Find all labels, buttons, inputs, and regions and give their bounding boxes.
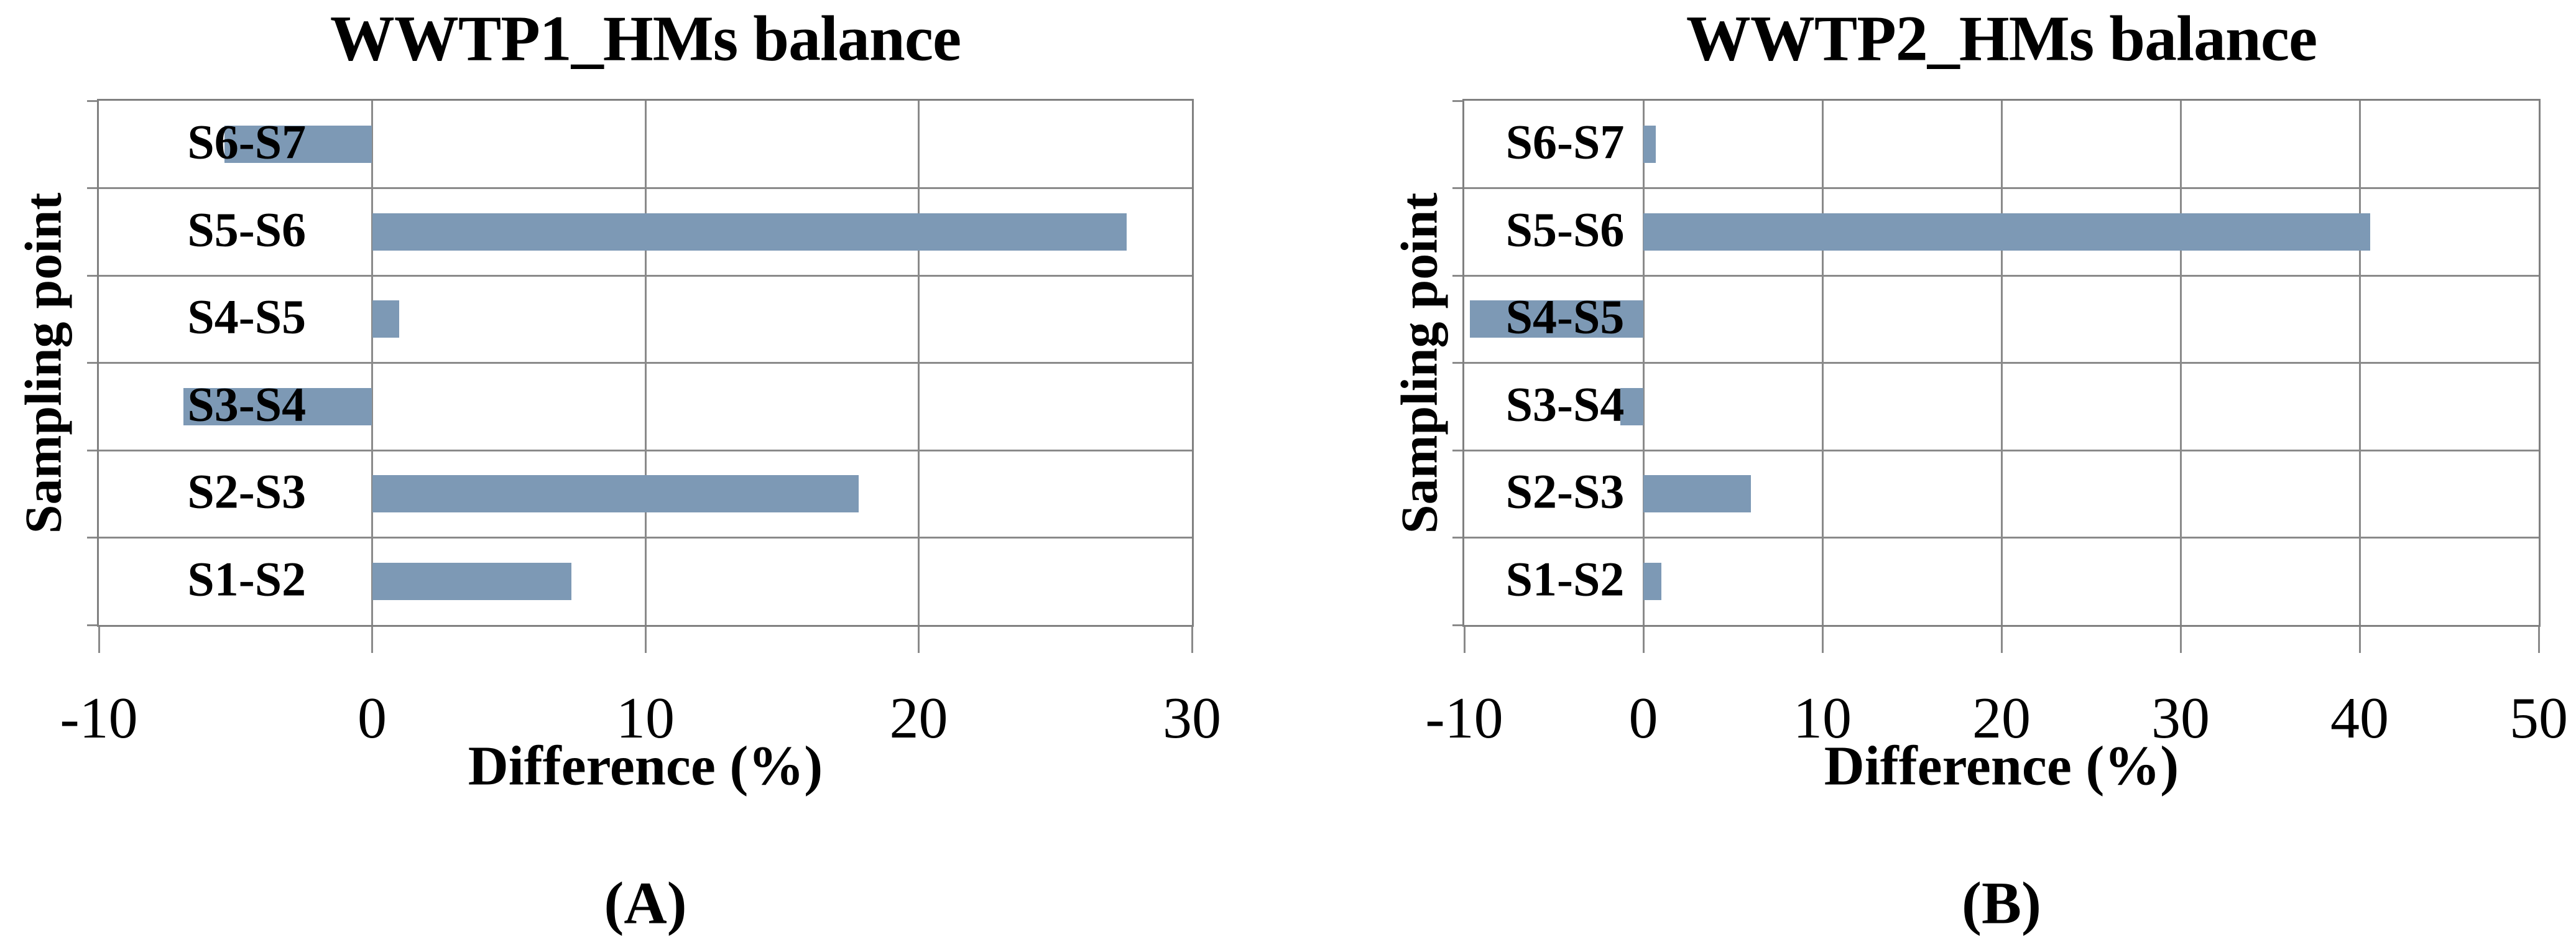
category-axis-tick — [87, 187, 97, 189]
bar-s6-s7 — [224, 126, 372, 164]
category-label: S2-S3 — [1505, 464, 1625, 519]
x-axis-tick — [2179, 627, 2182, 653]
y-axis-title: Sampling point — [14, 192, 73, 534]
x-tick-label: -10 — [1425, 686, 1503, 751]
x-axis-tick — [1463, 627, 1466, 653]
x-tick-label: 20 — [889, 686, 948, 751]
x-axis-tick — [2000, 627, 2003, 653]
bar-chart-wwtp2: WWTP2_HMs balance Sampling point S6-S7 S5… — [1288, 0, 2576, 939]
x-axis-tick — [371, 627, 373, 653]
x-axis-tick — [1821, 627, 1824, 653]
bar-s2-s3 — [372, 475, 859, 513]
bar-s3-s4 — [183, 387, 372, 425]
chart-title: WWTP2_HMs balance — [1686, 2, 2317, 75]
category-label: S6-S7 — [1505, 114, 1625, 169]
category-label: S1-S2 — [187, 552, 307, 606]
gridline-row — [99, 449, 1192, 451]
x-tick-label: -10 — [60, 686, 138, 751]
category-axis-tick — [87, 99, 97, 102]
category-axis-tick — [87, 624, 97, 626]
category-axis-tick — [87, 274, 97, 277]
category-label: S3-S4 — [187, 377, 307, 432]
category-axis-tick — [87, 449, 97, 451]
category-label: S5-S6 — [187, 202, 307, 257]
x-axis-title: Difference (%) — [468, 735, 823, 797]
category-axis-tick — [1452, 449, 1462, 451]
category-label: S4-S5 — [187, 289, 307, 344]
x-tick-label: 0 — [1628, 686, 1658, 751]
bar-s2-s3 — [1643, 475, 1751, 513]
category-axis-tick — [1452, 274, 1462, 277]
x-axis-tick — [2537, 627, 2540, 653]
panel-caption: (A) — [604, 869, 687, 937]
chart-title: WWTP1_HMs balance — [330, 2, 961, 75]
bar-chart-wwtp1: WWTP1_HMs balance Sampling point S6-S7 S5… — [14, 2, 1222, 937]
x-tick-label: 0 — [358, 686, 387, 751]
category-label: S3-S4 — [1505, 377, 1625, 432]
plot-area: S6-S7 S5-S6 S4-S5 S3-S4 S2-S3 S1-S2 — [97, 99, 1194, 627]
x-axis-tick — [98, 627, 100, 653]
x-tick-label: 10 — [616, 686, 675, 751]
x-axis-tick — [1642, 627, 1645, 653]
category-axis-tick — [1452, 187, 1462, 189]
category-axis-tick — [87, 537, 97, 539]
panel-caption: (B) — [1962, 869, 2041, 937]
gridline-row — [99, 362, 1192, 364]
gridline-row — [99, 537, 1192, 539]
bar-s6-s7 — [1643, 126, 1656, 164]
category-axis-tick — [87, 362, 97, 364]
gridline-row — [99, 274, 1192, 277]
gridline-row — [1464, 449, 2539, 451]
x-axis-tick — [2358, 627, 2361, 653]
x-axis-title: Difference (%) — [1824, 735, 2179, 797]
gridline-row — [1464, 362, 2539, 364]
category-label: S1-S2 — [1505, 552, 1625, 606]
bar-s1-s2 — [372, 562, 572, 600]
category-label: S2-S3 — [187, 464, 307, 519]
gridline-row — [1464, 274, 2539, 277]
category-axis-tick — [1452, 99, 1462, 102]
gridline-row — [1464, 537, 2539, 539]
category-axis-tick — [1452, 624, 1462, 626]
category-axis-tick — [1452, 362, 1462, 364]
x-tick-label: 20 — [1972, 686, 2031, 751]
x-tick-label: 40 — [2330, 686, 2389, 751]
gridline-row — [1464, 187, 2539, 189]
category-axis-tick — [1452, 537, 1462, 539]
x-axis-tick — [918, 627, 920, 653]
bar-s3-s4 — [1620, 387, 1643, 425]
category-label: S4-S5 — [1505, 289, 1625, 344]
plot-area: S6-S7 S5-S6 S4-S5 S3-S4 S2-S3 S1-S2 — [1462, 99, 2541, 627]
bar-s5-s6 — [372, 213, 1127, 251]
category-label: S6-S7 — [187, 114, 307, 169]
bar-s1-s2 — [1643, 562, 1661, 600]
x-tick-label: 10 — [1793, 686, 1852, 751]
bar-s5-s6 — [1643, 213, 2371, 251]
bar-s4-s5 — [1469, 300, 1643, 338]
x-tick-label: 50 — [2509, 686, 2568, 751]
x-tick-label: 30 — [2151, 686, 2210, 751]
bar-s4-s5 — [372, 300, 400, 338]
gridline-row — [99, 187, 1192, 189]
x-axis-tick — [1191, 627, 1193, 653]
category-label: S5-S6 — [1505, 202, 1625, 257]
x-tick-label: 30 — [1163, 686, 1221, 751]
x-axis-tick — [644, 627, 647, 653]
y-axis-title: Sampling point — [1390, 192, 1449, 534]
